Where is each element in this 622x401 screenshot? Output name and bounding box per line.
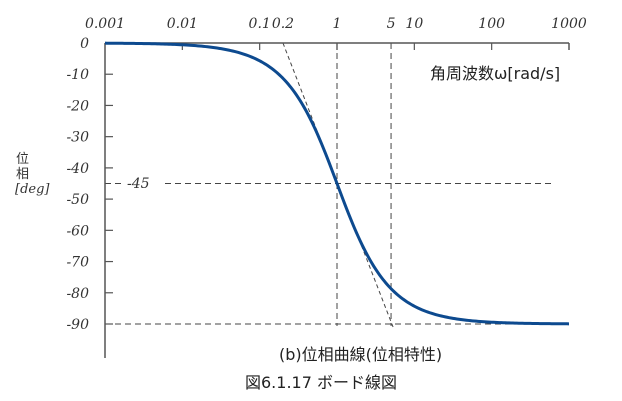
y-tick-label: -20 [66, 98, 89, 114]
y-tick-label: -40 [66, 161, 89, 177]
asymptote-line [282, 42, 394, 328]
y-axis-ticks: 0 -10 -20 -30 -40 -50 -60 -70 -80 -90 [66, 36, 113, 333]
x-tick-label: 1 [333, 16, 342, 32]
y-axis-title-unit: [deg] [15, 182, 50, 197]
x-tick-label: 0.001 [85, 16, 125, 32]
minus45-label: -45 [127, 176, 150, 192]
minus45-label-bg [124, 174, 162, 190]
x-tick-label: 100 [478, 16, 505, 32]
y-axis-title-line1: 位 [16, 152, 29, 167]
x-tick-label: 10 [405, 16, 423, 32]
y-tick-label: -70 [66, 255, 89, 271]
x-tick-label: 0.1 [249, 16, 271, 32]
axes [104, 42, 570, 358]
y-tick-label: -90 [66, 317, 89, 333]
phase-curve [104, 41, 570, 326]
x-tick-label: 0.2 [272, 16, 294, 32]
x-axis-title: 角周波数ω[rad/s] [430, 64, 560, 83]
x-axis-ticks: 0.001 0.01 0.1 0.2 1 5 10 100 1000 [85, 16, 587, 50]
y-tick-label: -80 [66, 286, 89, 302]
y-tick-label: -10 [66, 67, 89, 83]
y-axis-title-line2: 相 [16, 167, 29, 182]
subtitle: (b)位相曲線(位相特性) [279, 345, 442, 364]
y-tick-label: 0 [80, 36, 89, 52]
x-tick-label: 0.01 [167, 16, 198, 32]
x-tick-label: 5 [387, 16, 396, 32]
x-tick-label: 1000 [551, 16, 587, 32]
y-tick-label: -60 [66, 223, 89, 239]
y-tick-label: -50 [66, 192, 89, 208]
figure-caption: 図6.1.17 ボード線図 [245, 373, 397, 392]
y-tick-label: -30 [66, 130, 89, 146]
